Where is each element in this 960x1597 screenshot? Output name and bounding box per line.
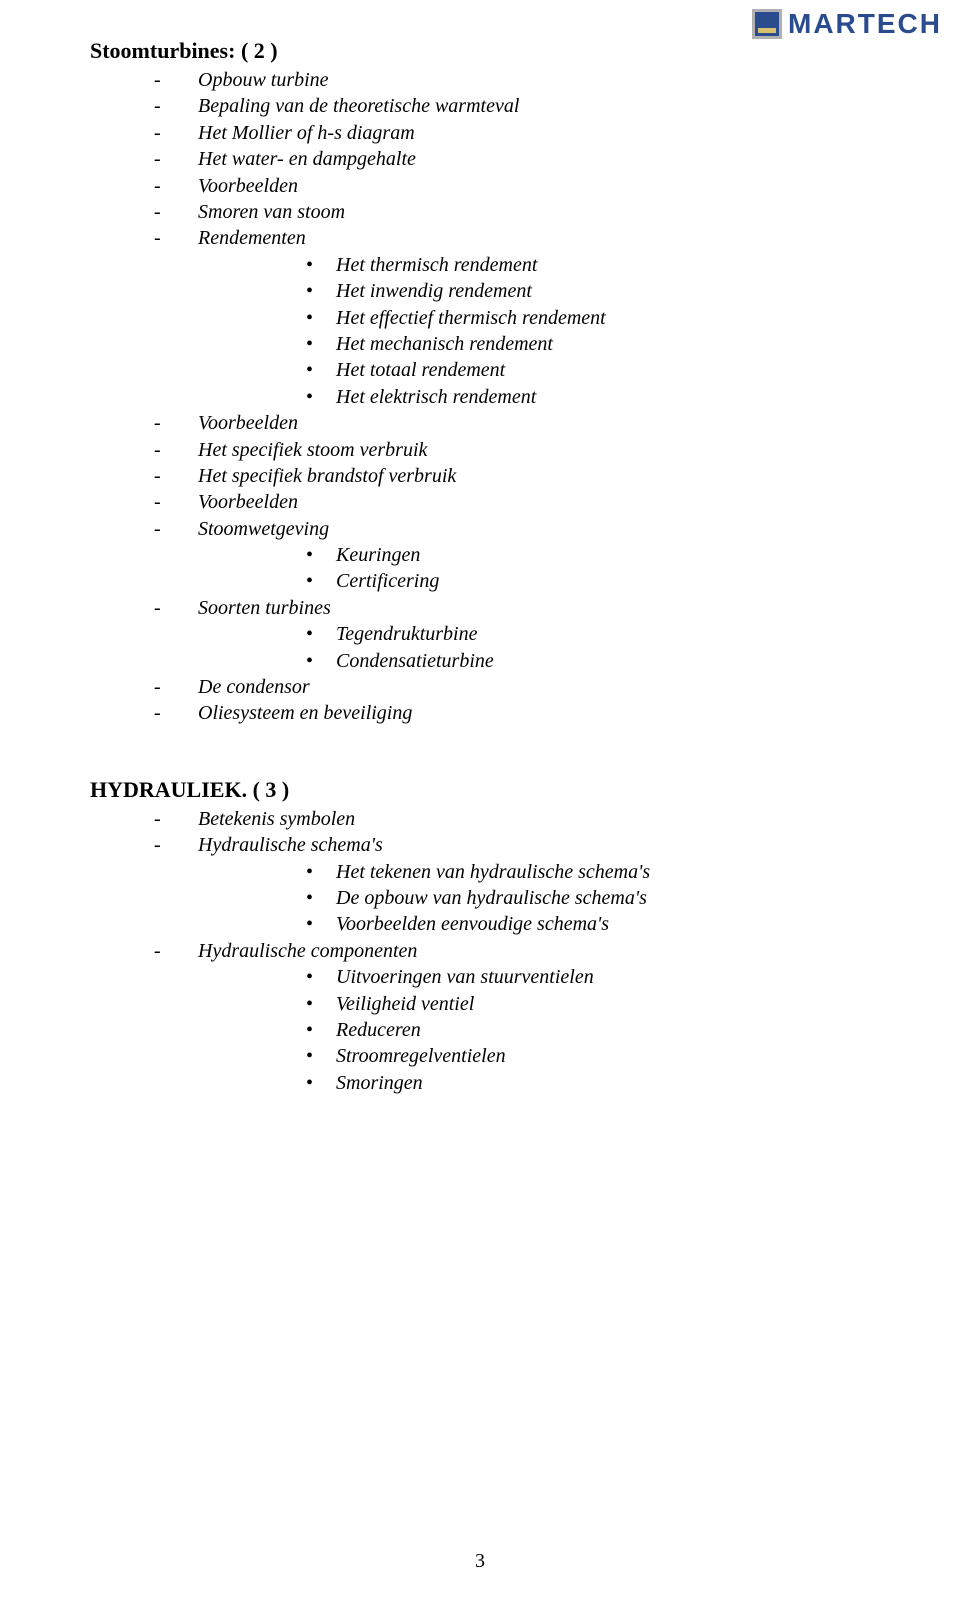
list-item: Het effectief thermisch rendement — [90, 305, 870, 331]
list-item: Voorbeelden eenvoudige schema's — [90, 911, 870, 937]
section-title: Stoomturbines: ( 2 ) — [90, 36, 870, 65]
brand-logo-icon — [752, 9, 782, 39]
dash-list: Hydraulische componenten — [90, 938, 870, 964]
bullet-sublist: Uitvoeringen van stuurventielenVeilighei… — [90, 964, 870, 1096]
list-item: Tegendrukturbine — [90, 621, 870, 647]
list-item: Betekenis symbolen — [90, 806, 870, 832]
list-item: Rendementen — [90, 225, 870, 251]
list-item: Het water- en dampgehalte — [90, 146, 870, 172]
list-item: Het Mollier of h-s diagram — [90, 120, 870, 146]
dash-list: Betekenis symbolenHydraulische schema's — [90, 806, 870, 859]
list-item: Voorbeelden — [90, 173, 870, 199]
bullet-sublist: Het tekenen van hydraulische schema'sDe … — [90, 859, 870, 938]
list-item: Certificering — [90, 568, 870, 594]
list-item: Het mechanisch rendement — [90, 331, 870, 357]
dash-list: VoorbeeldenHet specifiek stoom verbruikH… — [90, 410, 870, 542]
list-item: De condensor — [90, 674, 870, 700]
list-item: Smoringen — [90, 1070, 870, 1096]
section-title: HYDRAULIEK. ( 3 ) — [90, 775, 870, 804]
list-item: Voorbeelden — [90, 489, 870, 515]
dash-list: Opbouw turbineBepaling van de theoretisc… — [90, 67, 870, 252]
list-item: Soorten turbines — [90, 595, 870, 621]
document-body: Stoomturbines: ( 2 )Opbouw turbineBepali… — [90, 36, 870, 1096]
dash-list: Soorten turbines — [90, 595, 870, 621]
list-item: Hydraulische componenten — [90, 938, 870, 964]
list-item: Voorbeelden — [90, 410, 870, 436]
page-number: 3 — [0, 1550, 960, 1573]
list-item: Het inwendig rendement — [90, 278, 870, 304]
list-item: Het totaal rendement — [90, 357, 870, 383]
page: MARTECH Stoomturbines: ( 2 )Opbouw turbi… — [0, 0, 960, 1597]
list-item: Reduceren — [90, 1017, 870, 1043]
brand-logo-text: MARTECH — [788, 8, 942, 40]
list-item: Het specifiek stoom verbruik — [90, 437, 870, 463]
list-item: Condensatieturbine — [90, 648, 870, 674]
dash-list: De condensorOliesysteem en beveiliging — [90, 674, 870, 727]
list-item: Opbouw turbine — [90, 67, 870, 93]
list-item: Het thermisch rendement — [90, 252, 870, 278]
list-item: Het tekenen van hydraulische schema's — [90, 859, 870, 885]
list-item: Stoomwetgeving — [90, 516, 870, 542]
bullet-sublist: TegendrukturbineCondensatieturbine — [90, 621, 870, 674]
list-item: Hydraulische schema's — [90, 832, 870, 858]
brand-logo: MARTECH — [752, 8, 942, 40]
list-item: Bepaling van de theoretische warmteval — [90, 93, 870, 119]
bullet-sublist: Het thermisch rendementHet inwendig rend… — [90, 252, 870, 410]
list-item: Stroomregelventielen — [90, 1043, 870, 1069]
list-item: Uitvoeringen van stuurventielen — [90, 964, 870, 990]
bullet-sublist: KeuringenCertificering — [90, 542, 870, 595]
list-item: De opbouw van hydraulische schema's — [90, 885, 870, 911]
list-item: Keuringen — [90, 542, 870, 568]
list-item: Veiligheid ventiel — [90, 991, 870, 1017]
list-item: Oliesysteem en beveiliging — [90, 700, 870, 726]
list-item: Het specifiek brandstof verbruik — [90, 463, 870, 489]
list-item: Smoren van stoom — [90, 199, 870, 225]
list-item: Het elektrisch rendement — [90, 384, 870, 410]
